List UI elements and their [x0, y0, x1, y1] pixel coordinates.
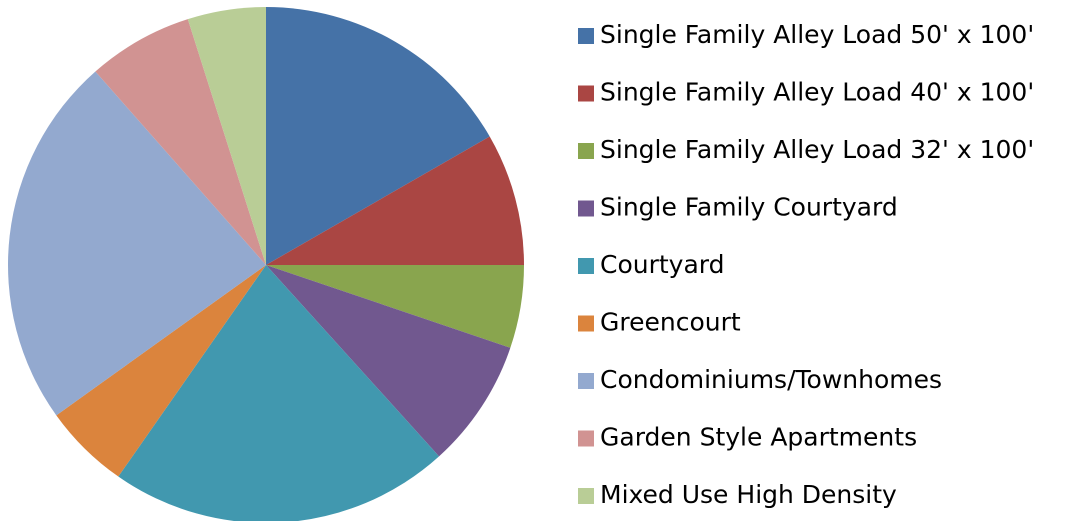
legend-swatch [578, 85, 594, 102]
legend-swatch [578, 488, 594, 504]
legend-swatch [578, 258, 594, 274]
legend-swatch [578, 315, 594, 332]
legend-swatch [578, 430, 594, 447]
legend-swatch [578, 28, 594, 44]
pie-slice [266, 265, 511, 457]
pie-slice [187, 7, 266, 265]
pie-slice [56, 265, 266, 477]
legend-label: Mixed Use High Density [600, 480, 897, 509]
pie-slice [266, 7, 490, 265]
pie-slice [95, 19, 267, 265]
legend-label: Greencourt [600, 308, 741, 337]
legend-label: Single Family Alley Load 40' x 100' [600, 78, 1034, 107]
legend-label: Courtyard [600, 250, 725, 279]
legend-label: Single Family Alley Load 32' x 100' [600, 135, 1034, 164]
legend-swatch [578, 373, 594, 389]
legend-swatch [578, 200, 594, 217]
legend-label: Garden Style Apartments [600, 423, 917, 452]
pie-slice [7, 71, 266, 416]
pie-slice [266, 265, 524, 348]
pie-slice [118, 265, 440, 521]
legend-label: Single Family Courtyard [600, 193, 898, 222]
legend-label: Condominiums/Townhomes [600, 365, 942, 394]
legend-label: Single Family Alley Load 50' x 100' [600, 20, 1034, 49]
pie-slice [266, 136, 524, 265]
legend-swatch [578, 143, 594, 159]
